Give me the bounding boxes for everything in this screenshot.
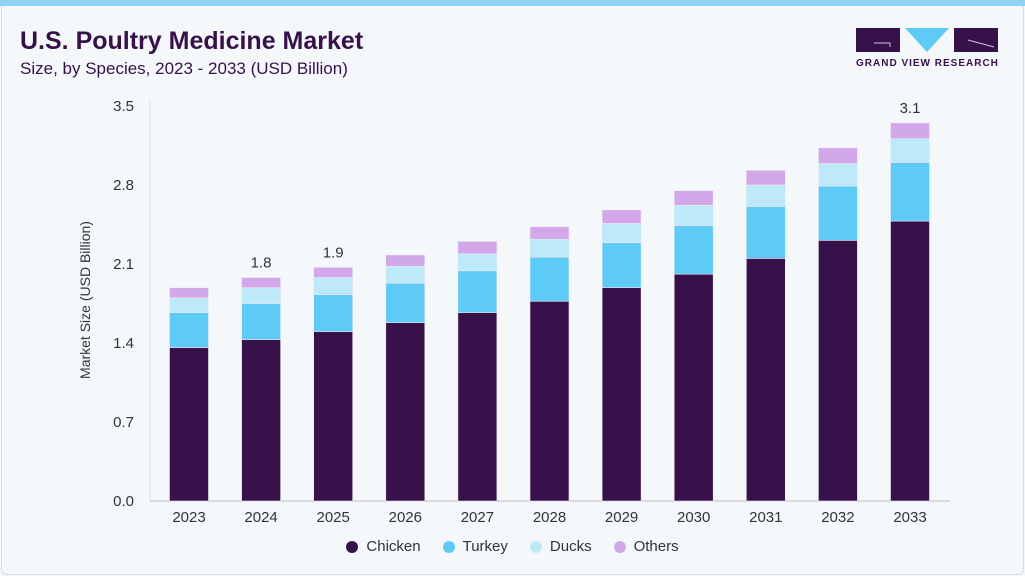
legend-dot-icon [442,540,455,553]
legend-item-turkey: Turkey [442,538,508,555]
legend: Chicken Turkey Ducks Others [0,538,1025,555]
bar-others-2033 [890,122,930,140]
bar-turkey-2027 [457,270,498,313]
bars [169,122,930,502]
bar-ducks-2031 [745,184,786,207]
bar-turkey-2024 [241,303,281,340]
y-axis: 0.0 0.7 1.4 2.1 2.8 3.5 [113,98,134,510]
bar-ducks-2033 [890,138,930,163]
bar-turkey-2033 [890,162,930,222]
bar-ducks-2027 [457,253,498,272]
legend-label: Others [633,538,679,555]
y-tick-label: 0.7 [113,414,134,431]
y-tick-label: 2.1 [113,256,134,273]
total-data-label: 1.9 [323,244,344,261]
y-axis-label: Market Size (USD Billion) [77,221,93,379]
total-data-label: 3.1 [900,100,921,117]
bar-turkey-2026 [385,282,426,323]
x-axis: 2023 2024 2025 2026 2027 2028 2029 2030 2031 2032… [172,509,926,526]
bar-turkey-2025 [313,294,354,333]
bar-chicken-2024 [241,339,281,502]
bar-others-2024 [241,277,281,288]
legend-item-others: Others [613,538,679,555]
legend-item-chicken: Chicken [346,538,421,555]
bar-others-2032 [818,147,858,164]
bar-chicken-2031 [745,258,786,502]
legend-label: Ducks [549,538,592,555]
bar-chicken-2025 [313,331,354,502]
bar-ducks-2030 [673,205,714,226]
legend-label: Turkey [462,538,508,555]
bar-ducks-2029 [601,223,642,243]
x-tick-label: 2029 [605,509,638,526]
bar-chicken-2030 [673,273,714,502]
bar-others-2025 [313,267,354,278]
bar-chicken-2026 [385,322,426,502]
bar-turkey-2031 [745,206,786,259]
data-labels: 1.8 1.9 3.1 [251,100,921,272]
top-accent-bar [0,0,1025,6]
x-tick-label: 2031 [749,509,782,526]
bar-ducks-2026 [385,265,426,284]
y-tick-label: 1.4 [113,335,134,352]
x-tick-label: 2033 [893,509,926,526]
bar-others-2030 [673,190,714,206]
bar-ducks-2025 [313,277,354,295]
grand-view-research-logo [856,28,998,52]
x-tick-label: 2025 [317,509,350,526]
bar-others-2027 [457,241,498,255]
bar-ducks-2023 [169,297,209,313]
bar-turkey-2028 [529,256,570,302]
bar-others-2028 [529,226,570,240]
legend-dot-icon [346,540,359,553]
bar-chicken-2033 [890,220,930,502]
bar-turkey-2030 [673,225,714,275]
y-tick-label: 2.8 [113,177,134,194]
logo-text: GRAND VIEW RESEARCH [856,58,999,69]
bar-chicken-2032 [818,240,858,502]
bar-chicken-2023 [169,347,209,502]
bar-others-2026 [385,254,426,267]
chart-frame [1,6,1024,575]
bar-turkey-2032 [818,185,858,241]
bar-turkey-2023 [169,312,209,348]
x-tick-label: 2032 [821,509,854,526]
legend-dot-icon [529,540,542,553]
x-tick-label: 2027 [461,509,494,526]
total-data-label: 1.8 [251,255,272,272]
bar-chicken-2028 [529,300,570,502]
x-tick-label: 2028 [533,509,566,526]
bar-others-2023 [169,287,209,299]
legend-item-ducks: Ducks [529,538,592,555]
x-tick-label: 2024 [244,509,277,526]
bar-others-2029 [601,209,642,224]
x-tick-label: 2023 [172,509,205,526]
chart-subtitle: Size, by Species, 2023 - 2033 (USD Billi… [20,59,348,78]
x-tick-label: 2026 [389,509,422,526]
bar-ducks-2032 [818,163,858,187]
legend-label: Chicken [366,538,421,555]
x-tick-label: 2030 [677,509,710,526]
bar-others-2031 [745,170,786,186]
chart-title: U.S. Poultry Medicine Market [20,27,364,55]
bar-ducks-2028 [529,238,570,258]
bar-chicken-2029 [601,287,642,502]
bar-turkey-2029 [601,242,642,289]
bar-chicken-2027 [457,312,498,502]
y-tick-label: 3.5 [113,98,134,115]
y-tick-label: 0.0 [113,493,134,510]
bar-ducks-2024 [241,287,281,304]
legend-dot-icon [613,540,626,553]
